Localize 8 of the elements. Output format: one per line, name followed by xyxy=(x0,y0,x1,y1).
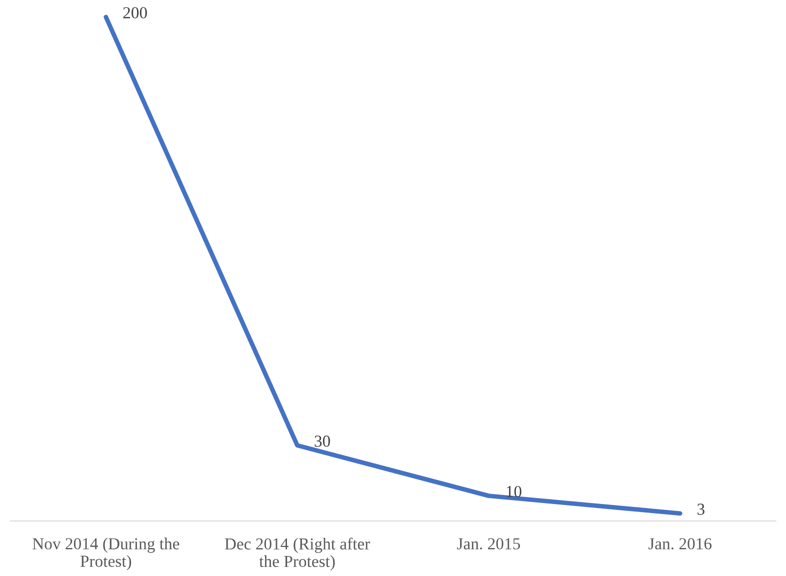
x-tick-label: Jan. 2015 xyxy=(457,538,520,550)
x-tick-label: Dec 2014 (Right after the Protest) xyxy=(224,538,370,570)
x-tick-label: Jan. 2016 xyxy=(648,538,712,550)
data-label: 10 xyxy=(506,486,522,498)
data-label: 3 xyxy=(698,504,704,515)
x-tick-label: Nov 2014 (During the Protest) xyxy=(32,538,180,570)
data-label: 30 xyxy=(314,436,330,447)
data-label: 200 xyxy=(123,7,147,18)
